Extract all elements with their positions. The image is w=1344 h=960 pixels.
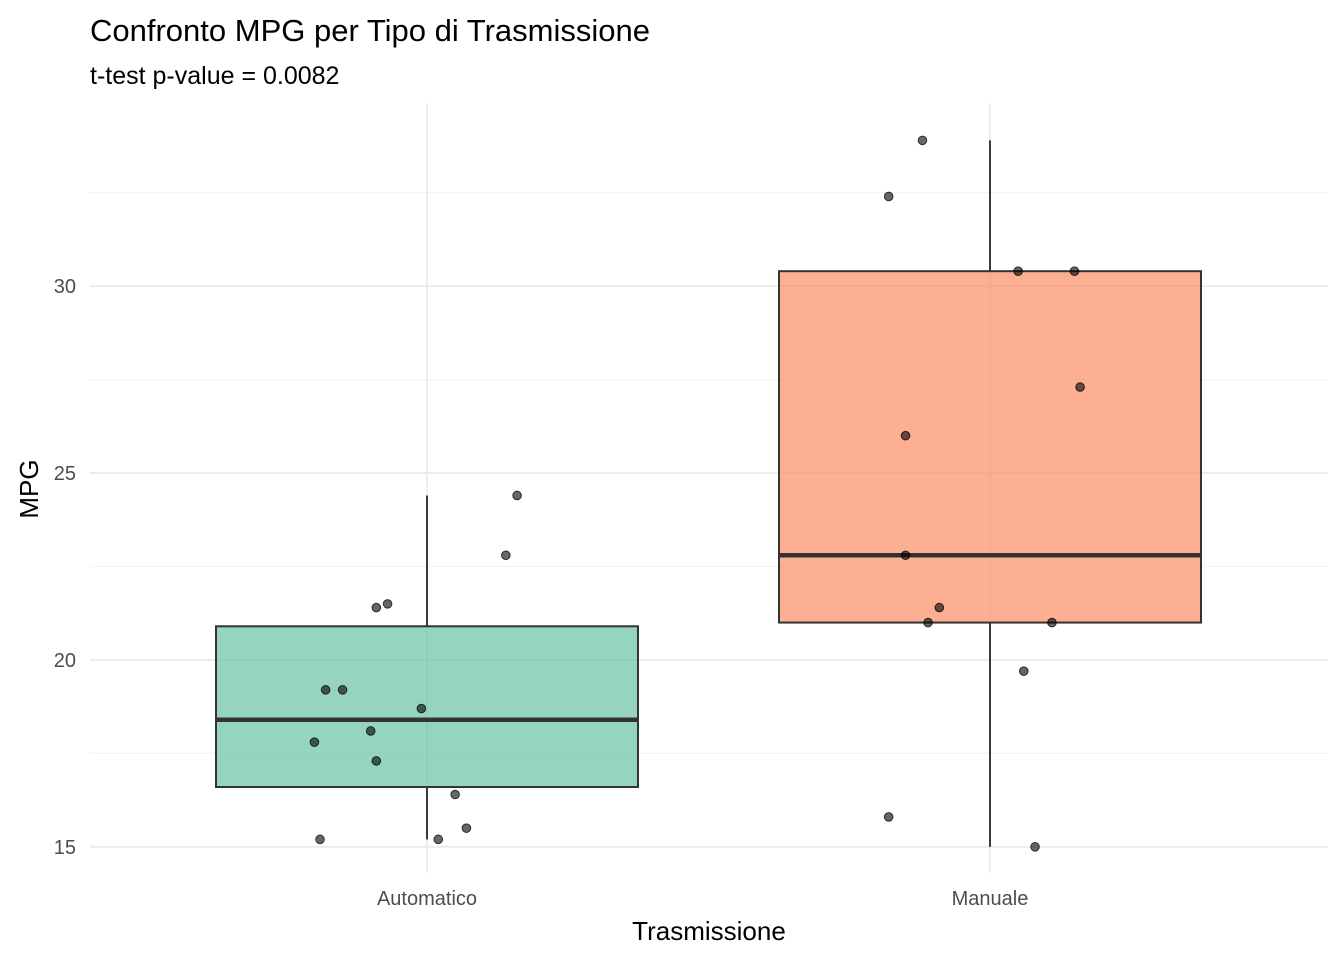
data-point: [1013, 266, 1023, 277]
data-point: [900, 430, 911, 441]
data-point: [883, 812, 894, 822]
boxes-layer: [215, 140, 1202, 847]
data-point: [365, 726, 376, 736]
data-point: [917, 135, 928, 146]
data-point: [512, 490, 522, 501]
data-point: [371, 602, 382, 613]
data-point: [433, 834, 444, 845]
y-tick-label: 20: [54, 650, 76, 672]
data-point: [1075, 382, 1085, 392]
x-tick-label: Automatico: [377, 888, 477, 910]
data-point: [934, 602, 945, 613]
data-point: [320, 685, 331, 695]
data-point: [1030, 842, 1040, 852]
y-axis-title: MPG: [14, 459, 44, 518]
data-point: [883, 191, 894, 202]
data-point: [371, 756, 382, 766]
data-point: [923, 617, 933, 628]
box-rect: [778, 270, 1202, 624]
data-point: [416, 703, 427, 714]
data-point: [450, 789, 460, 800]
data-point: [382, 599, 393, 609]
box-rect: [215, 625, 639, 789]
data-point: [501, 550, 511, 561]
chart-subtitle: t-test p-value = 0.0082: [90, 62, 339, 90]
data-point: [1018, 666, 1029, 676]
box-manuale: [778, 140, 1202, 847]
y-tick-label: 25: [54, 463, 76, 485]
data-point: [900, 550, 911, 561]
data-point: [315, 834, 325, 845]
data-point: [337, 685, 348, 695]
data-point: [461, 823, 472, 833]
y-axis-ticks: 15 20 25 30: [54, 276, 76, 859]
box-automatico: [215, 495, 639, 840]
data-point: [309, 737, 320, 747]
chart-title: Confronto MPG per Tipo di Trasmissione: [90, 13, 650, 48]
y-tick-label: 15: [54, 837, 76, 859]
x-axis-title: Trasmissione: [632, 916, 786, 946]
x-tick-label: Manuale: [952, 888, 1029, 910]
data-point: [1069, 266, 1080, 277]
data-point: [1047, 617, 1057, 628]
y-tick-label: 30: [54, 276, 76, 298]
points-layer: [309, 135, 1085, 852]
x-axis-ticks: Automatico Manuale: [377, 888, 1028, 910]
